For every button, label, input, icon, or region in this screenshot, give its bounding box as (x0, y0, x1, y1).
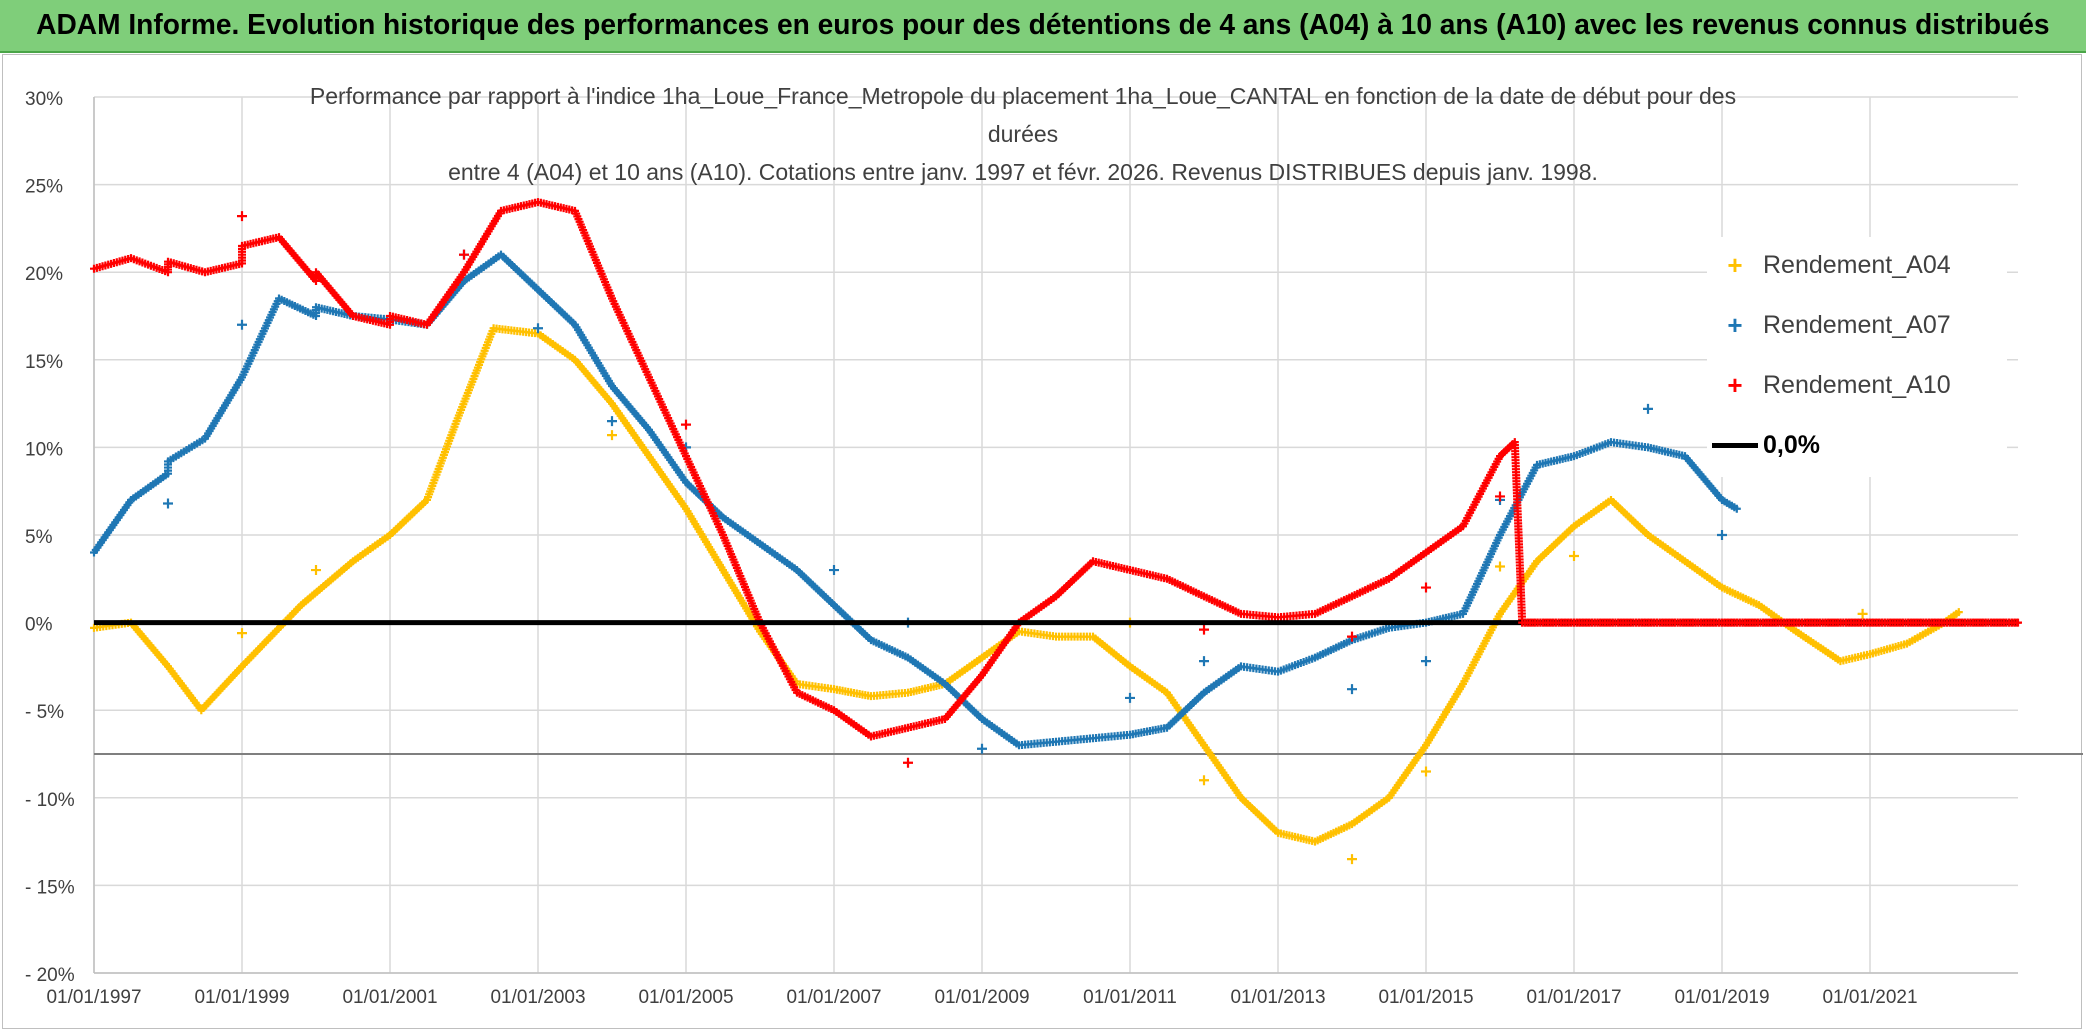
outlier-rendement_a04 (237, 628, 247, 639)
point-rendement_a07 (1732, 504, 1741, 513)
legend-label-a04: Rendement_A04 (1763, 250, 1951, 279)
outlier-rendement_a04 (1199, 775, 1209, 786)
outlier-rendement_a07 (237, 319, 247, 330)
outlier-rendement_a10 (1347, 631, 1357, 642)
chart-title-line-2: durées (987, 121, 1059, 147)
legend-item-zero-line[interactable]: 0,0% (1707, 425, 1820, 465)
outlier-rendement_a04 (1857, 608, 1868, 619)
outlier-rendement_a04 (1569, 551, 1579, 562)
x-tick-label: 01/01/2013 (1230, 987, 1325, 1008)
x-tick-label: 01/01/2019 (1674, 987, 1769, 1008)
legend-marker-a10: + (1727, 369, 1743, 400)
banner-title: ADAM Informe. Evolution historique des p… (36, 9, 2050, 41)
y-tick-label: 10% (25, 439, 63, 460)
x-tick-label: 01/01/2007 (786, 987, 881, 1008)
outlier-rendement_a04 (311, 565, 321, 576)
y-tick-label: 0% (25, 615, 53, 636)
outlier-rendement_a07 (1643, 403, 1653, 414)
outlier-rendement_a10 (903, 757, 913, 768)
chart-canvas: - 20% - 15% - 10% - 5% 0% 5% 10% 15% 20% 25% 30% 01… (25, 89, 2083, 1008)
outlier-rendement_a10 (681, 419, 691, 430)
outlier-rendement_a10 (1421, 582, 1431, 593)
legend-item-a10[interactable]: + Rendement_A10 (1707, 365, 1951, 405)
y-tick-label: 5% (25, 527, 53, 548)
outlier-rendement_a07 (1199, 656, 1209, 667)
x-tick-label: 01/01/2021 (1822, 987, 1917, 1008)
y-tick-label: - 20% (25, 965, 75, 986)
outlier-rendement_a07 (1125, 692, 1135, 703)
x-tick-label: 01/01/2017 (1526, 987, 1621, 1008)
chart-title-line-3: entre 4 (A04) et 10 ans (A10). Cotations… (448, 159, 1598, 185)
y-tick-label: - 10% (25, 790, 75, 811)
chart-frame: - 20% - 15% - 10% - 5% 0% 5% 10% 15% 20% 25% 30% 01… (2, 54, 2083, 1029)
outlier-rendement_a10 (237, 211, 247, 222)
x-tick-label: 01/01/2003 (490, 987, 585, 1008)
legend-label-a07: Rendement_A07 (1763, 310, 1951, 339)
x-tick-label: 01/01/1999 (194, 987, 289, 1008)
x-tick-label: 01/01/2015 (1378, 987, 1473, 1008)
outlier-rendement_a10 (1495, 491, 1505, 502)
legend-label-a10: Rendement_A10 (1763, 370, 1951, 399)
outlier-rendement_a10 (459, 249, 469, 260)
outlier-rendement_a07 (533, 323, 543, 334)
x-tick-label: 01/01/2011 (1083, 987, 1177, 1008)
legend-item-a07[interactable]: + Rendement_A07 (1707, 305, 1951, 345)
x-tick-label: 01/01/2005 (638, 987, 733, 1008)
y-tick-label: 15% (25, 352, 63, 373)
legend-zero-line-swatch (1712, 442, 1758, 448)
y-tick-label: - 15% (25, 877, 75, 898)
outlier-rendement_a07 (1421, 656, 1431, 667)
outlier-rendement_a07 (1347, 684, 1357, 695)
legend-label-zero: 0,0% (1763, 430, 1820, 459)
outlier-rendement_a04 (1347, 854, 1357, 865)
x-tick-label: 01/01/2009 (934, 987, 1029, 1008)
outlier-rendement_a07 (977, 743, 987, 754)
legend-marker-a07: + (1727, 309, 1743, 340)
outlier-rendement_a07 (163, 498, 173, 509)
x-tick-label: 01/01/2001 (342, 987, 437, 1008)
y-tick-label: 20% (25, 264, 63, 285)
outlier-rendement_a07 (1717, 530, 1727, 540)
outlier-rendement_a04 (1495, 561, 1505, 572)
x-tick-label: 01/01/1997 (46, 987, 141, 1008)
chart-title-line-1: Performance par rapport à l'indice 1ha_L… (309, 83, 1737, 109)
outlier-rendement_a04 (1421, 766, 1431, 777)
outlier-rendement_a04 (607, 430, 617, 441)
point-rendement_a04 (1954, 608, 1963, 617)
outlier-rendement_a07 (607, 416, 617, 427)
legend-item-a04[interactable]: + Rendement_A04 (1707, 245, 1951, 285)
y-tick-label: 30% (25, 89, 63, 110)
chart-legend: + Rendement_A04 + Rendement_A07 + Rendem… (1707, 237, 2007, 477)
outlier-rendement_a07 (829, 565, 839, 576)
point-rendement_a10 (2012, 618, 2021, 627)
y-tick-label: - 5% (25, 702, 64, 723)
legend-marker-a04: + (1727, 249, 1743, 280)
outlier-rendement_a10 (1199, 624, 1209, 635)
report-banner: ADAM Informe. Evolution historique des p… (0, 0, 2086, 53)
y-tick-label: 25% (25, 177, 63, 198)
